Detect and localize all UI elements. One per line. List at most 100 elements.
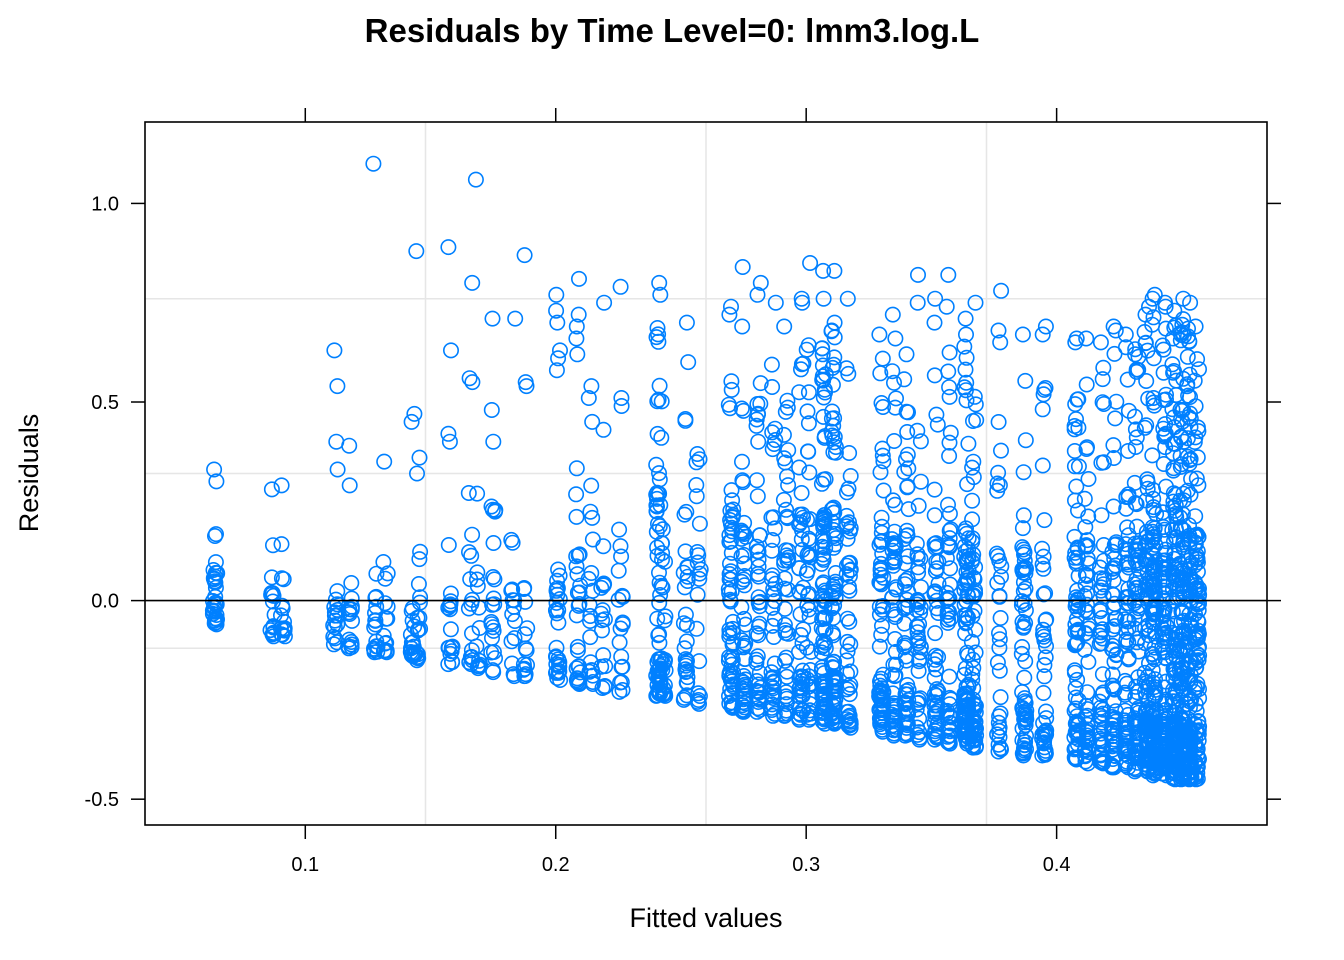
data-point — [826, 314, 843, 331]
data-point — [568, 330, 585, 347]
data-point — [1145, 350, 1162, 367]
data-point — [689, 586, 706, 603]
data-point — [326, 619, 343, 636]
data-point — [412, 543, 429, 560]
y-tick-label: 0.5 — [91, 392, 119, 414]
data-point — [1188, 703, 1205, 720]
data-point — [964, 412, 981, 429]
data-point — [549, 669, 566, 686]
data-point — [942, 560, 959, 577]
data-point — [813, 644, 830, 661]
data-point — [873, 509, 890, 526]
data-point — [326, 342, 343, 359]
data-point — [550, 350, 567, 367]
data-point — [276, 622, 293, 639]
data-point — [766, 683, 783, 700]
data-point — [679, 572, 696, 589]
data-point — [965, 469, 982, 486]
data-point — [376, 642, 393, 659]
data-point — [927, 625, 944, 642]
data-point — [406, 405, 423, 422]
data-point — [841, 613, 858, 630]
data-point — [778, 501, 795, 518]
data-point — [653, 551, 670, 568]
data-point — [1145, 389, 1162, 406]
data-point — [613, 674, 630, 691]
data-point — [802, 255, 819, 272]
data-point — [723, 381, 740, 398]
data-point — [1037, 745, 1054, 762]
data-point — [842, 719, 859, 736]
data-point — [938, 705, 955, 722]
data-point — [733, 400, 750, 417]
data-point — [1079, 439, 1096, 456]
data-point — [1104, 560, 1121, 577]
data-point — [1014, 520, 1031, 537]
data-point — [1034, 457, 1051, 474]
data-point — [483, 644, 500, 661]
data-point — [723, 373, 740, 390]
data-point — [872, 566, 889, 583]
data-point — [440, 239, 457, 256]
data-point — [723, 482, 740, 499]
data-point — [842, 467, 859, 484]
data-point — [1076, 641, 1093, 658]
data-point — [654, 545, 671, 562]
data-point — [571, 546, 588, 563]
data-point — [1034, 326, 1051, 343]
data-point — [1014, 562, 1031, 579]
data-point — [1126, 474, 1143, 491]
data-point — [941, 505, 958, 522]
data-point — [793, 531, 810, 548]
data-point — [799, 403, 816, 420]
data-point — [1107, 322, 1124, 339]
data-point — [1078, 376, 1095, 393]
data-point — [341, 631, 358, 648]
data-point — [735, 571, 752, 588]
data-point — [1164, 356, 1181, 373]
data-point — [571, 595, 588, 612]
data-point — [326, 612, 343, 629]
data-point — [691, 451, 708, 468]
data-point — [1014, 684, 1031, 701]
data-point — [653, 535, 670, 552]
data-point — [929, 416, 946, 433]
y-axis-ticks: -0.5 0.0 0.5 1.0 — [85, 193, 1281, 811]
data-point — [926, 314, 943, 331]
data-point — [1035, 586, 1052, 603]
data-point — [1165, 445, 1182, 462]
data-point — [594, 679, 611, 696]
data-point — [1092, 334, 1109, 351]
data-point — [911, 615, 928, 632]
data-point — [926, 481, 943, 498]
data-point — [793, 484, 810, 501]
data-point — [1144, 662, 1161, 679]
data-point — [1037, 379, 1054, 396]
data-point — [1017, 372, 1034, 389]
data-point — [1156, 644, 1173, 661]
data-point — [1145, 309, 1162, 326]
data-point — [802, 643, 819, 660]
data-point — [964, 492, 981, 509]
data-point — [484, 310, 501, 327]
data-point — [777, 542, 794, 559]
data-point — [411, 609, 428, 626]
data-point — [957, 310, 974, 327]
data-point — [775, 426, 792, 443]
data-point — [824, 376, 841, 393]
data-point — [1127, 761, 1144, 778]
data-point — [899, 478, 916, 495]
data-point — [824, 427, 841, 444]
data-point — [724, 507, 741, 524]
data-point — [871, 673, 888, 690]
data-point — [911, 724, 928, 741]
data-point — [942, 424, 959, 441]
data-point — [676, 640, 693, 657]
data-point — [817, 640, 834, 657]
data-point — [777, 454, 794, 471]
data-point — [938, 298, 955, 315]
data-point — [584, 509, 601, 526]
data-point — [941, 668, 958, 685]
data-point — [823, 501, 840, 518]
data-point — [1069, 601, 1086, 618]
